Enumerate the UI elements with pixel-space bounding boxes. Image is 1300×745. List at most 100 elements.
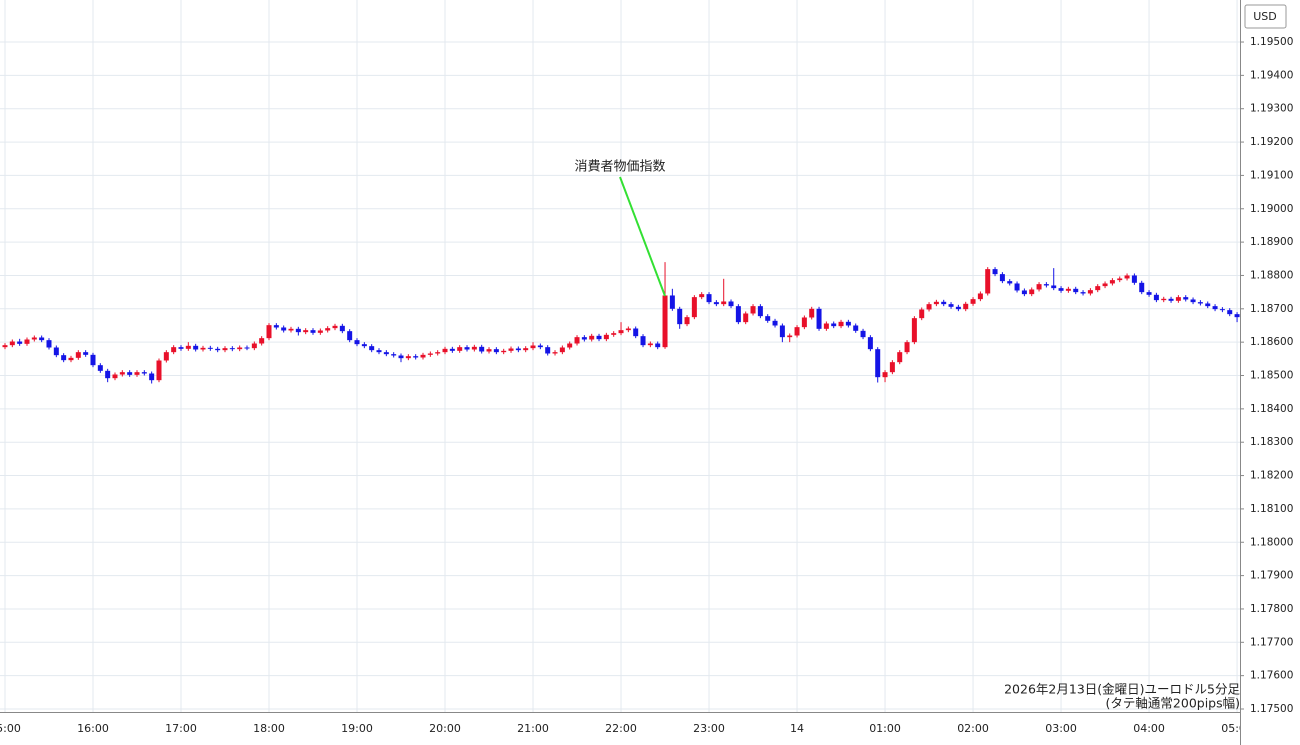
- candle-body: [1190, 299, 1196, 303]
- candle-body: [332, 325, 338, 329]
- candle-body: [999, 274, 1005, 282]
- x-tick-label: 14: [790, 722, 804, 735]
- candle-body: [581, 337, 587, 340]
- candle-body: [435, 352, 441, 354]
- candle-body: [735, 306, 741, 323]
- candle-body: [457, 347, 463, 351]
- candle-body: [1080, 292, 1086, 294]
- footnote: (タテ軸通常200pips幅): [1106, 696, 1240, 711]
- candle-body: [1161, 298, 1167, 301]
- candle-body: [449, 348, 455, 351]
- currency-box: [1244, 4, 1287, 29]
- candle-body: [750, 306, 756, 314]
- candle-body: [1183, 297, 1189, 300]
- candle-body: [728, 301, 734, 307]
- candle-body: [171, 347, 177, 353]
- candle-body: [853, 325, 859, 331]
- x-tick-label: 16:00: [77, 722, 109, 735]
- candle-body: [383, 352, 389, 355]
- candle-body: [552, 352, 558, 354]
- y-tick-label: 1.18500: [1250, 370, 1293, 382]
- y-tick-label: 1.19500: [1250, 36, 1293, 48]
- candle-body: [699, 294, 705, 298]
- candle-body: [955, 306, 961, 310]
- candle-body: [772, 320, 778, 326]
- candle-body: [325, 328, 331, 331]
- y-tick-label: 1.19200: [1250, 136, 1293, 148]
- candle-body: [193, 345, 199, 350]
- candle-body: [1227, 310, 1233, 315]
- candle-body: [9, 341, 15, 346]
- candle-body: [288, 328, 294, 331]
- candle-body: [919, 309, 925, 319]
- candle-body: [281, 327, 287, 331]
- candle-body: [1043, 284, 1049, 286]
- candle-body: [794, 327, 800, 336]
- candle-body: [501, 350, 507, 353]
- candle-body: [801, 317, 807, 328]
- candle-body: [149, 373, 155, 381]
- y-tick-label: 1.19300: [1250, 103, 1293, 115]
- candle-body: [237, 347, 243, 350]
- candle-body: [31, 337, 37, 340]
- x-tick-label: 23:00: [693, 722, 725, 735]
- x-tick-label: 01:00: [869, 722, 901, 735]
- y-tick-label: 1.18300: [1250, 436, 1293, 448]
- y-tick-label: 1.17800: [1250, 603, 1293, 615]
- candle-body: [1212, 306, 1218, 310]
- candle-body: [39, 337, 45, 341]
- candle-body: [897, 352, 903, 363]
- candle-body: [1131, 275, 1137, 283]
- candle-body: [618, 330, 624, 334]
- candle-body: [266, 325, 272, 339]
- candle-body: [207, 347, 213, 349]
- y-tick-label: 1.17700: [1250, 636, 1293, 648]
- candle-body: [222, 348, 228, 351]
- grid: [0, 0, 1240, 712]
- candle-body: [369, 346, 375, 351]
- candle-body: [1073, 288, 1079, 293]
- x-axis: 15:00 16:00 17:00 18:00 19:00 20:00 21:00 22:00…: [0, 722, 1240, 735]
- candle-body: [706, 294, 712, 303]
- candle-body: [625, 328, 631, 331]
- candle-body: [831, 323, 837, 327]
- x-tick-label: 18:00: [253, 722, 285, 735]
- candle-body: [867, 337, 873, 350]
- candle-body: [911, 318, 917, 343]
- candle-body: [259, 338, 265, 344]
- candle-body: [545, 347, 551, 354]
- y-tick-label: 1.17600: [1250, 670, 1293, 682]
- candle-body: [83, 352, 89, 355]
- candle-body: [926, 304, 932, 310]
- candle-body: [589, 335, 595, 340]
- candle-body: [985, 269, 991, 294]
- candle-body: [948, 304, 954, 307]
- candle-body: [215, 348, 221, 351]
- candle-body: [90, 354, 96, 366]
- candle-body: [185, 345, 191, 349]
- candle-body: [427, 353, 433, 355]
- candle-body: [757, 306, 763, 317]
- x-tick-label: 17:00: [165, 722, 197, 735]
- candle-body: [860, 330, 866, 338]
- candle-body: [1124, 275, 1130, 279]
- candle-body: [317, 330, 323, 333]
- candle-body: [310, 330, 316, 333]
- candle-body: [413, 356, 419, 358]
- candle-body: [200, 347, 206, 350]
- candle-body: [559, 347, 565, 353]
- candle-body: [1175, 297, 1181, 301]
- candle-body: [97, 365, 103, 371]
- footnote: 2026年2月13日(金曜日)ユーロドル5分足: [1004, 682, 1240, 697]
- candle-body: [713, 302, 719, 305]
- candle-body: [2, 345, 8, 348]
- candle-body: [816, 308, 822, 329]
- candle-body: [1146, 292, 1152, 295]
- candle-body: [655, 343, 661, 348]
- candle-body: [295, 328, 301, 333]
- y-axis: 1.17500 1.17600 1.17700 1.17800 1.17900 1.180…: [1240, 36, 1293, 715]
- candle-body: [486, 349, 492, 352]
- candle-body: [677, 308, 683, 325]
- candle-body: [662, 295, 668, 348]
